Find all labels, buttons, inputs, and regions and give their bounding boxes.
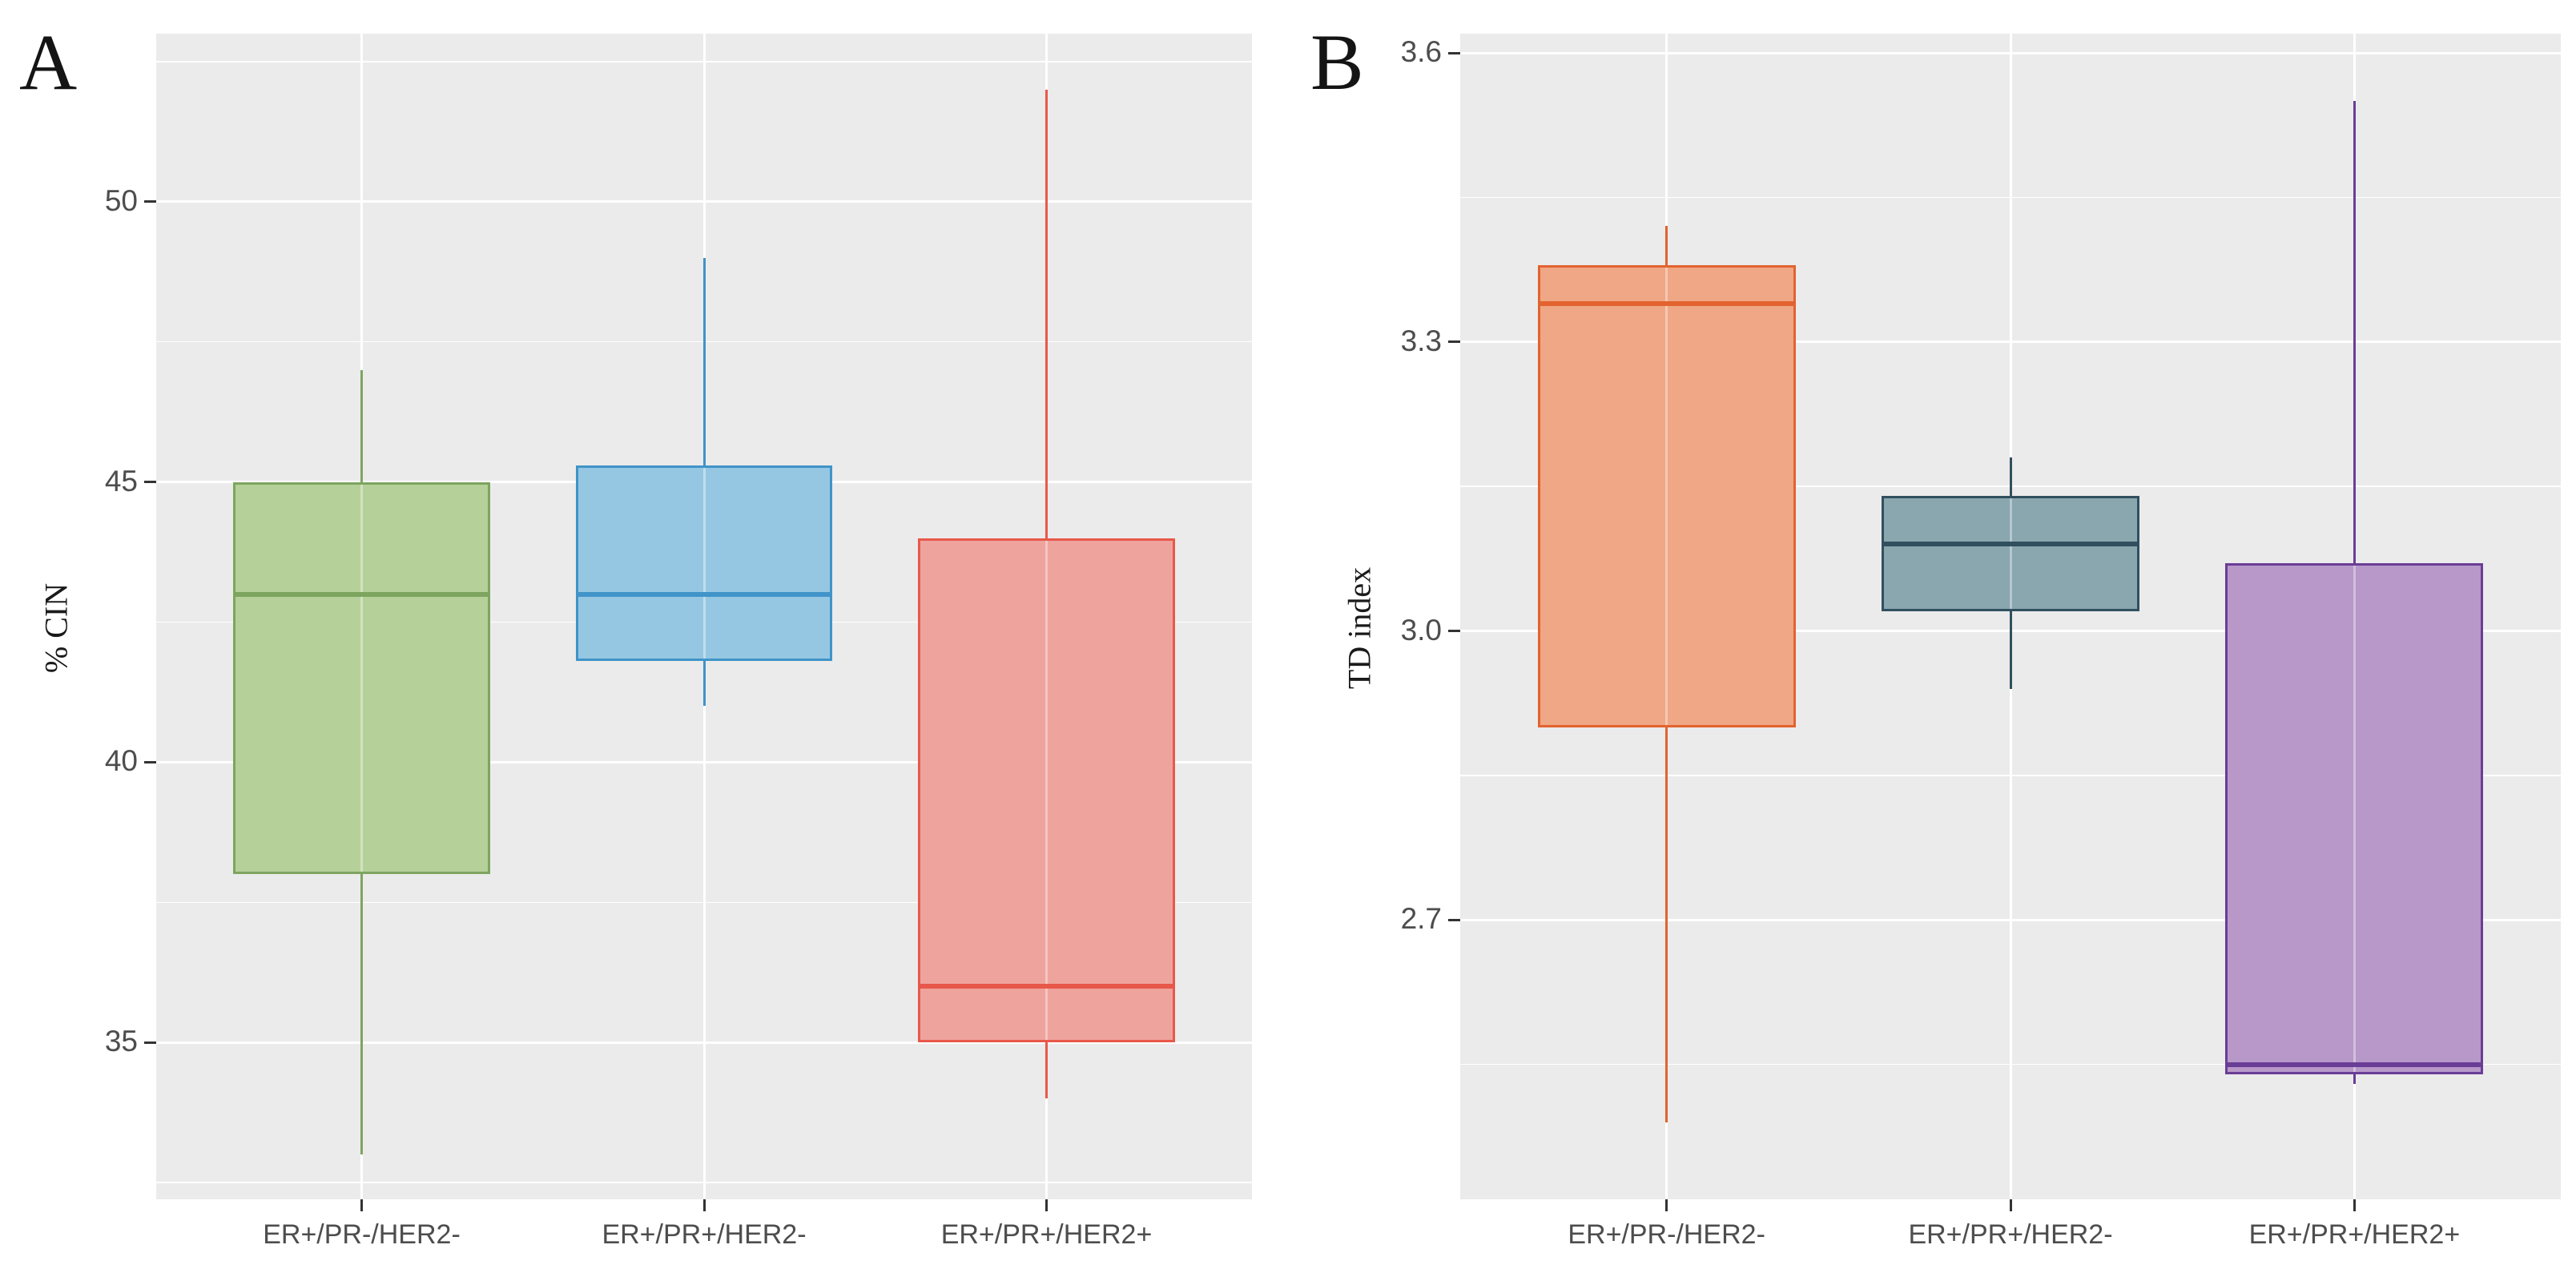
y-tick-mark-a: [144, 1041, 156, 1044]
y-tick-mark-a: [144, 760, 156, 763]
y-tick-label-a: 40: [104, 744, 138, 778]
x-tick-label-b: ER+/PR+/HER2-: [1908, 1219, 2113, 1250]
lower-whisker-a-3: [1045, 1042, 1048, 1099]
lower-whisker-b-3: [2353, 1074, 2356, 1084]
panel-label-a: A: [19, 18, 78, 107]
box-center-sheen-a-2: [702, 467, 706, 659]
y-tick-label-b: 3.3: [1400, 324, 1442, 357]
box-a-2: [575, 465, 833, 662]
box-b-3: [2225, 563, 2484, 1074]
box-b-1: [1537, 264, 1796, 727]
y-tick-mark-b: [1448, 51, 1460, 54]
y-tick-mark-b: [1448, 340, 1460, 344]
panel-label-b: B: [1310, 18, 1364, 107]
median-line-b-1: [1537, 300, 1796, 306]
box-center-sheen-b-2: [2009, 498, 2012, 610]
y-tick-mark-b: [1448, 630, 1460, 633]
x-tick-mark-b: [2009, 1199, 2012, 1211]
upper-whisker-b-2: [2009, 457, 2012, 497]
x-tick-mark-a: [1045, 1199, 1048, 1211]
y-tick-label-b: 3.0: [1400, 613, 1442, 647]
box-a-1: [233, 481, 490, 875]
upper-whisker-b-1: [1665, 226, 1668, 265]
median-line-a-1: [233, 591, 490, 597]
upper-whisker-b-3: [2353, 101, 2356, 564]
x-tick-label-b: ER+/PR-/HER2-: [1568, 1219, 1765, 1250]
box-center-sheen-a-3: [1045, 540, 1048, 1041]
lower-whisker-a-1: [360, 874, 363, 1155]
median-line-a-3: [918, 984, 1175, 989]
x-tick-mark-b: [1665, 1199, 1668, 1211]
lower-whisker-b-2: [2009, 611, 2012, 689]
x-tick-mark-b: [2353, 1199, 2356, 1211]
box-a-3: [918, 538, 1175, 1043]
x-tick-mark-a: [360, 1199, 363, 1211]
upper-whisker-a-3: [1045, 89, 1048, 538]
median-line-b-3: [2225, 1062, 2484, 1067]
lower-whisker-b-1: [1665, 727, 1668, 1122]
median-line-b-2: [1881, 542, 2140, 547]
y-tick-mark-a: [144, 481, 156, 484]
x-tick-label-b: ER+/PR+/HER2+: [2248, 1219, 2461, 1250]
y-tick-label-a: 35: [104, 1025, 138, 1058]
x-tick-mark-a: [702, 1199, 706, 1211]
y-tick-label-a: 50: [104, 184, 138, 218]
y-tick-mark-a: [144, 200, 156, 203]
y-axis-title-pct-cin: % CIN: [38, 582, 74, 674]
box-center-sheen-b-1: [1665, 267, 1668, 725]
box-center-sheen-b-3: [2353, 566, 2356, 1072]
y-tick-label-a: 45: [104, 464, 138, 498]
y-tick-mark-b: [1448, 918, 1460, 921]
x-tick-label-a: ER+/PR-/HER2-: [263, 1219, 461, 1250]
upper-whisker-a-1: [360, 369, 363, 482]
x-tick-label-a: ER+/PR+/HER2+: [940, 1219, 1153, 1250]
upper-whisker-a-2: [702, 257, 706, 465]
median-line-a-2: [575, 591, 833, 597]
box-b-2: [1881, 496, 2140, 612]
box-center-sheen-a-1: [360, 484, 363, 872]
y-tick-label-b: 3.6: [1400, 35, 1442, 69]
y-tick-label-b: 2.7: [1400, 902, 1442, 936]
lower-whisker-a-2: [702, 661, 706, 707]
x-tick-label-a: ER+/PR+/HER2-: [602, 1219, 807, 1250]
